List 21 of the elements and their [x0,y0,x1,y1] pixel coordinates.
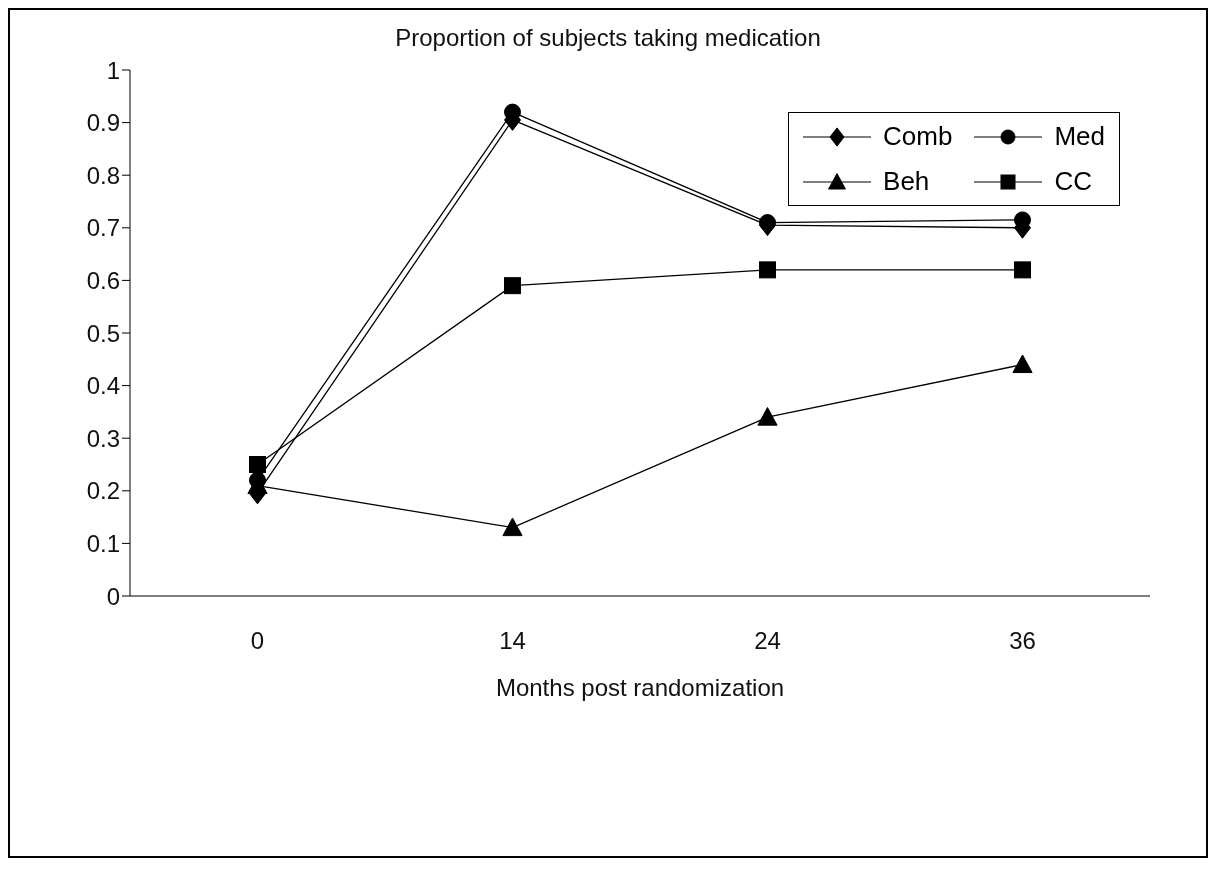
y-tick-label: 0.7 [86,214,120,242]
y-tick-label: 0.2 [86,477,120,505]
x-tick-label: 0 [250,627,265,655]
x-tick-label: 36 [1009,627,1036,655]
y-tick-label: 0.8 [86,161,120,189]
chart-title: Proportion of subjects taking medication [394,24,822,52]
legend-label: Beh [883,166,930,197]
y-tick-label: 0.6 [86,266,120,294]
x-axis-title: Months post randomization [495,674,785,701]
y-tick-label: 0.5 [86,319,120,347]
y-tick-label: 0.1 [86,529,120,557]
y-tick-label: 0.3 [86,424,120,452]
legend-label: Med [1054,121,1105,152]
y-tick-label: 0.4 [86,372,120,400]
x-tick-label: 14 [499,627,526,655]
legend-label: CC [1054,166,1092,197]
y-tick-label: 1 [106,56,120,84]
y-tick-label: 0 [106,582,120,610]
legend-label: Comb [883,121,953,152]
y-tick-label: 0.9 [86,109,120,137]
x-tick-label: 24 [754,627,781,655]
